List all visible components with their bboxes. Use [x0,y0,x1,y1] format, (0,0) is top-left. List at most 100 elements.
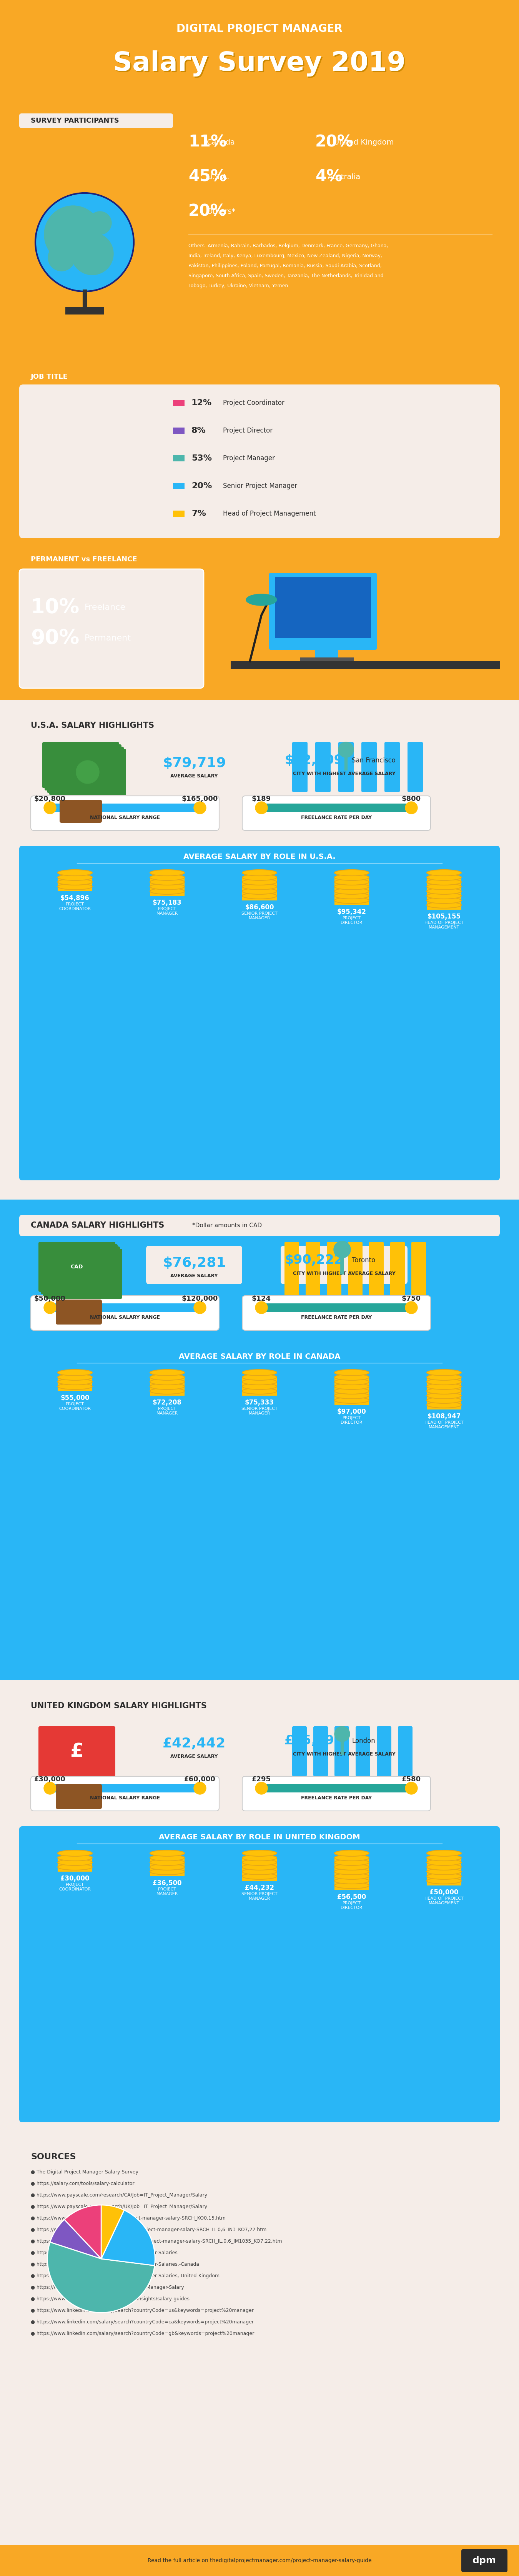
Ellipse shape [58,873,92,881]
Ellipse shape [242,884,277,889]
Ellipse shape [58,1850,92,1857]
Text: PROJECT
DIRECTOR: PROJECT DIRECTOR [340,1417,363,1425]
FancyBboxPatch shape [348,1242,363,1298]
FancyBboxPatch shape [50,1785,200,1793]
Text: Project Manager: Project Manager [223,456,275,461]
Text: £: £ [70,1741,84,1759]
Bar [334,891,369,896]
Ellipse shape [334,1394,369,1399]
Circle shape [71,232,114,276]
FancyBboxPatch shape [292,742,308,791]
Ellipse shape [242,1378,277,1386]
Text: SOURCES: SOURCES [31,2154,76,2161]
Text: Freelance: Freelance [85,603,126,611]
FancyBboxPatch shape [49,750,126,796]
Ellipse shape [427,1378,461,1386]
Bar [150,1391,185,1396]
FancyBboxPatch shape [56,1298,102,1324]
Circle shape [48,245,75,270]
Text: Senior Project Manager: Senior Project Manager [223,482,297,489]
Bar [58,1857,92,1862]
Text: AVERAGE SALARY BY ROLE IN U.S.A.: AVERAGE SALARY BY ROLE IN U.S.A. [183,853,336,860]
FancyBboxPatch shape [281,1726,407,1765]
Text: ● https://www.roberthalf.com/research-and-insights/salary-guides: ● https://www.roberthalf.com/research-an… [31,2298,189,2303]
Ellipse shape [334,1378,369,1386]
Circle shape [255,1301,268,1314]
Bar [334,1873,369,1875]
Ellipse shape [246,595,277,605]
Ellipse shape [58,1383,92,1388]
FancyBboxPatch shape [269,572,377,649]
Text: CAD: CAD [71,1265,83,1270]
Bar [65,307,104,314]
FancyBboxPatch shape [19,384,500,538]
Ellipse shape [150,1855,185,1860]
Ellipse shape [334,1855,369,1860]
Ellipse shape [427,902,461,909]
Ellipse shape [334,873,369,881]
Bar [150,886,185,891]
Ellipse shape [334,1396,369,1404]
Text: Singapore, South Africa, Spain, Sweden, Tanzania, The Netherlands, Trinidad and: Singapore, South Africa, Spain, Sweden, … [188,273,384,278]
Bar [58,1868,92,1873]
Bar [427,904,461,909]
Text: UNITED KINGDOM SALARY HIGHLIGHTS: UNITED KINGDOM SALARY HIGHLIGHTS [31,1703,207,1710]
Bar [0,708,519,1193]
Text: ● https://www.payscale.com/research/CA/Job=IT_Project_Manager/Salary: ● https://www.payscale.com/research/CA/J… [31,2192,207,2197]
Text: Tobago, Turkey, Ukraine, Vietnam, Yemen: Tobago, Turkey, Ukraine, Vietnam, Yemen [188,283,288,289]
Text: $95,342: $95,342 [337,909,366,914]
FancyBboxPatch shape [338,742,353,791]
Bar [58,1862,92,1868]
Bar [242,886,277,891]
Ellipse shape [427,1878,461,1883]
FancyBboxPatch shape [38,1242,115,1291]
Text: $90,222: $90,222 [284,1255,343,1267]
Ellipse shape [427,1394,461,1399]
FancyBboxPatch shape [262,1785,412,1793]
FancyBboxPatch shape [60,799,102,822]
Text: PROJECT
MANAGER: PROJECT MANAGER [156,907,178,914]
Ellipse shape [150,1378,185,1386]
FancyBboxPatch shape [42,742,119,788]
Bar [0,2141,519,2576]
Text: $75,333: $75,333 [245,1399,274,1406]
Bar [334,1381,369,1386]
Text: CITY WITH HIGHEST AVERAGE SALARY: CITY WITH HIGHEST AVERAGE SALARY [293,1270,395,1275]
Bar [427,896,461,902]
Text: United Kingdom: United Kingdom [334,139,394,147]
Bar [35,193,134,291]
Ellipse shape [58,871,92,876]
Text: AVERAGE SALARY BY ROLE IN CANADA: AVERAGE SALARY BY ROLE IN CANADA [179,1352,340,1360]
Ellipse shape [427,894,461,899]
Text: ● https://www.indeed.com/salaries/project-manager-Salaries,-United-Kingdom: ● https://www.indeed.com/salaries/projec… [31,2275,220,2280]
FancyBboxPatch shape [412,1242,426,1298]
Text: PROJECT
COORDINATOR: PROJECT COORDINATOR [59,1883,91,1891]
Ellipse shape [334,878,369,886]
Ellipse shape [427,1855,461,1860]
Bar [173,399,185,407]
Ellipse shape [242,1370,277,1376]
Bar [150,878,185,881]
Ellipse shape [427,884,461,889]
Text: FREELANCE RATE PER DAY: FREELANCE RATE PER DAY [301,1314,372,1319]
Bar [427,1386,461,1391]
FancyBboxPatch shape [398,1726,413,1777]
Text: San Francisco: San Francisco [352,757,395,765]
FancyBboxPatch shape [461,2550,508,2573]
Bar [0,108,519,368]
Ellipse shape [334,1850,369,1857]
Text: PROJECT
DIRECTOR: PROJECT DIRECTOR [340,917,363,925]
Bar [242,1381,277,1386]
Text: HEAD OF PROJECT
MANAGEMENT: HEAD OF PROJECT MANAGEMENT [425,920,463,930]
Bar [58,886,92,891]
Bar [334,1875,369,1880]
Ellipse shape [58,1865,92,1870]
Text: Salary Survey 2019: Salary Survey 2019 [113,52,406,77]
Ellipse shape [242,1868,277,1875]
Ellipse shape [150,1370,185,1376]
Ellipse shape [58,1373,92,1381]
Ellipse shape [427,871,461,876]
Text: ● https://www.glassdoor.co.uk/Salaries/london-project-manager-salary-SRCH_IL.0,6: ● https://www.glassdoor.co.uk/Salaries/l… [31,2239,282,2244]
Bar [242,1378,277,1381]
Ellipse shape [427,1396,461,1404]
